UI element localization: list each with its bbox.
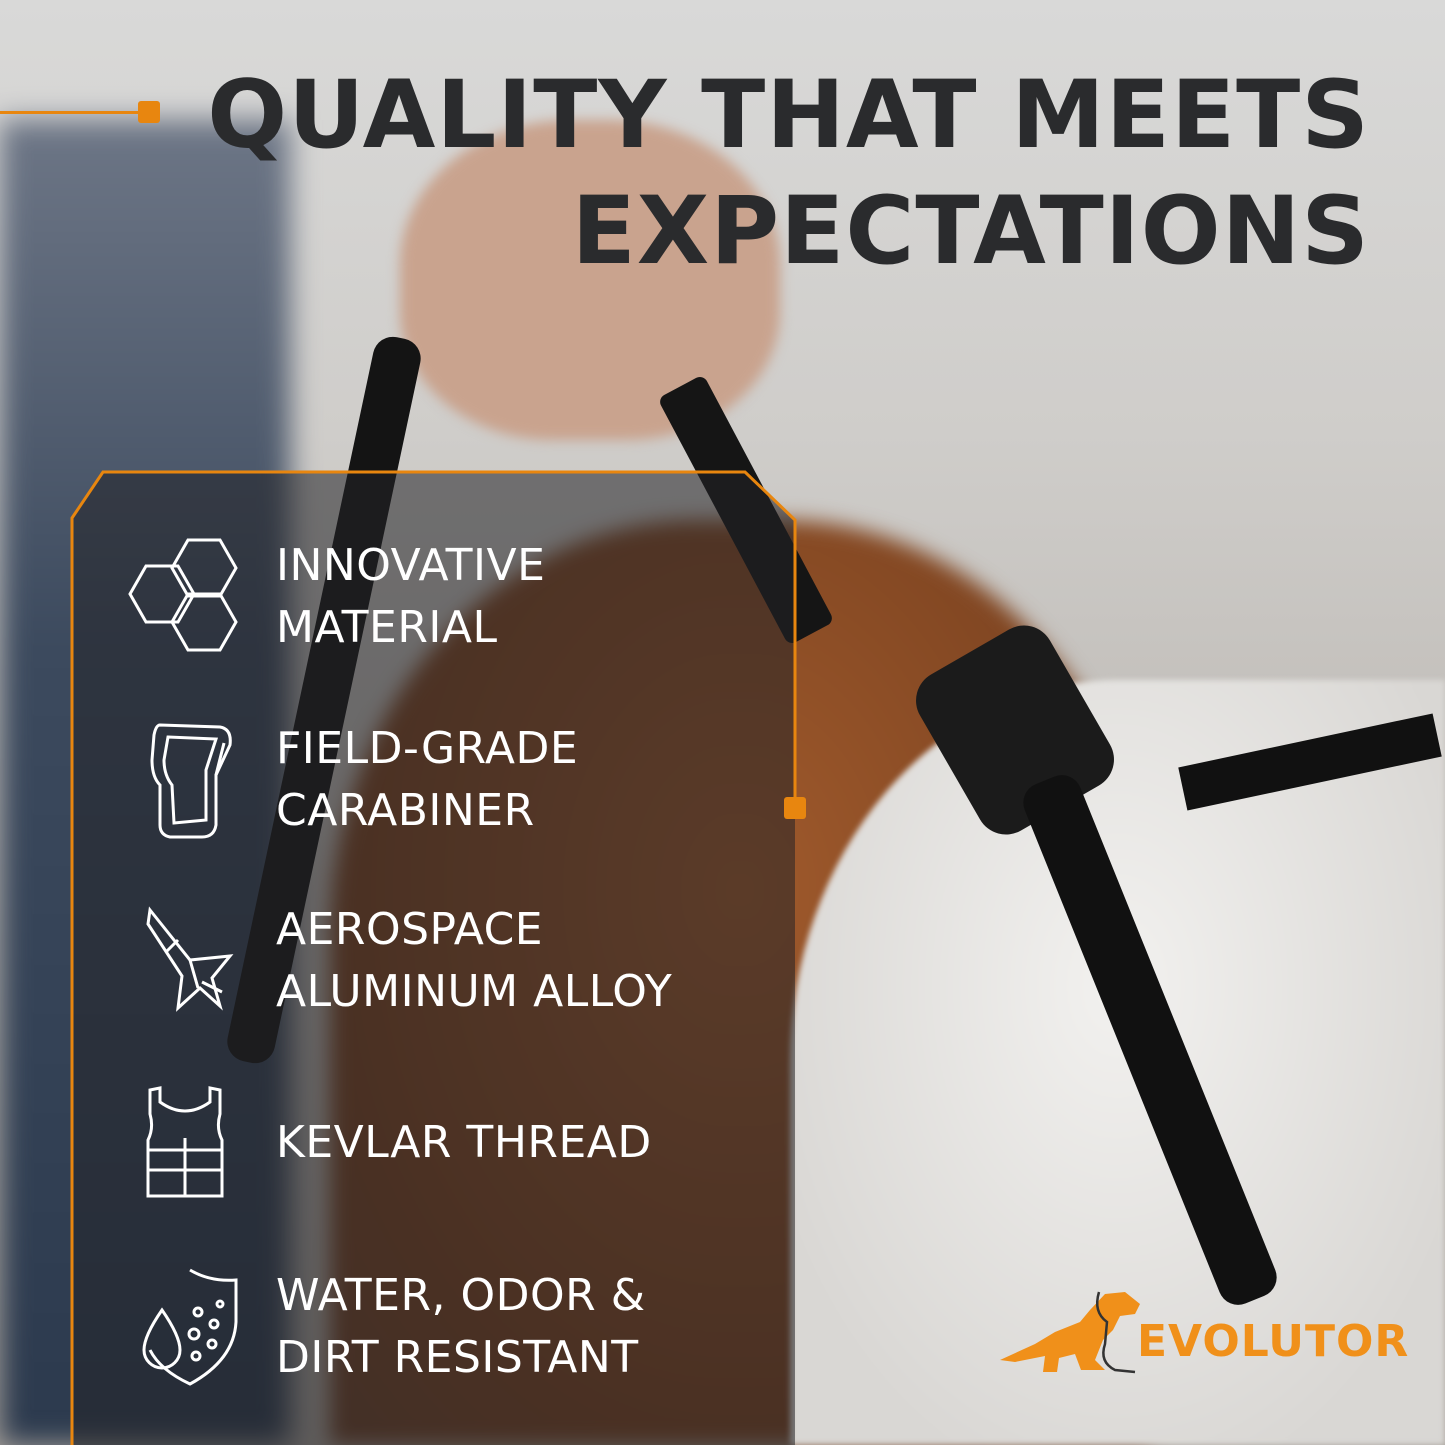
vest-icon bbox=[146, 1086, 224, 1198]
feature-title-line: FIELD-GRADE bbox=[276, 723, 579, 774]
feature-title-line: WATER, ODOR & bbox=[276, 1270, 646, 1321]
accent-dot bbox=[138, 101, 160, 123]
shield-droplet-icon bbox=[142, 1268, 238, 1386]
feature-title-line: DIRT RESISTANT bbox=[276, 1332, 639, 1383]
feature-title-line: ALUMINUM ALLOY bbox=[276, 966, 673, 1017]
headline-line-1: QUALITY THAT MEETS bbox=[207, 61, 1370, 170]
honeycomb-icon bbox=[128, 538, 238, 652]
dinosaur-logo-icon bbox=[1000, 1291, 1140, 1374]
headline-line-2: EXPECTATIONS bbox=[571, 177, 1370, 286]
feature-title-line: AEROSPACE bbox=[276, 904, 544, 955]
jet-plane-icon bbox=[146, 906, 234, 1012]
brand-name: EVOLUTOR bbox=[1137, 1316, 1410, 1367]
feature-title-line: KEVLAR THREAD bbox=[276, 1117, 652, 1168]
feature-title-line: CARABINER bbox=[276, 785, 535, 836]
feature-item: FIELD-GRADE CARABINER bbox=[120, 715, 578, 845]
feature-title-line: MATERIAL bbox=[276, 602, 498, 653]
accent-line bbox=[0, 111, 145, 114]
feature-item: AEROSPACE ALUMINUM ALLOY bbox=[120, 896, 672, 1026]
feature-item: KEVLAR THREAD bbox=[120, 1078, 652, 1208]
feature-item: INNOVATIVE MATERIAL bbox=[120, 532, 545, 662]
carabiner-icon bbox=[150, 723, 232, 839]
brand-logo: EVOLUTOR bbox=[995, 1282, 1409, 1377]
feature-title-line: INNOVATIVE bbox=[276, 540, 546, 591]
feature-item: WATER, ODOR & DIRT RESISTANT bbox=[120, 1262, 646, 1392]
headline: QUALITY THAT MEETS EXPECTATIONS bbox=[207, 58, 1370, 290]
